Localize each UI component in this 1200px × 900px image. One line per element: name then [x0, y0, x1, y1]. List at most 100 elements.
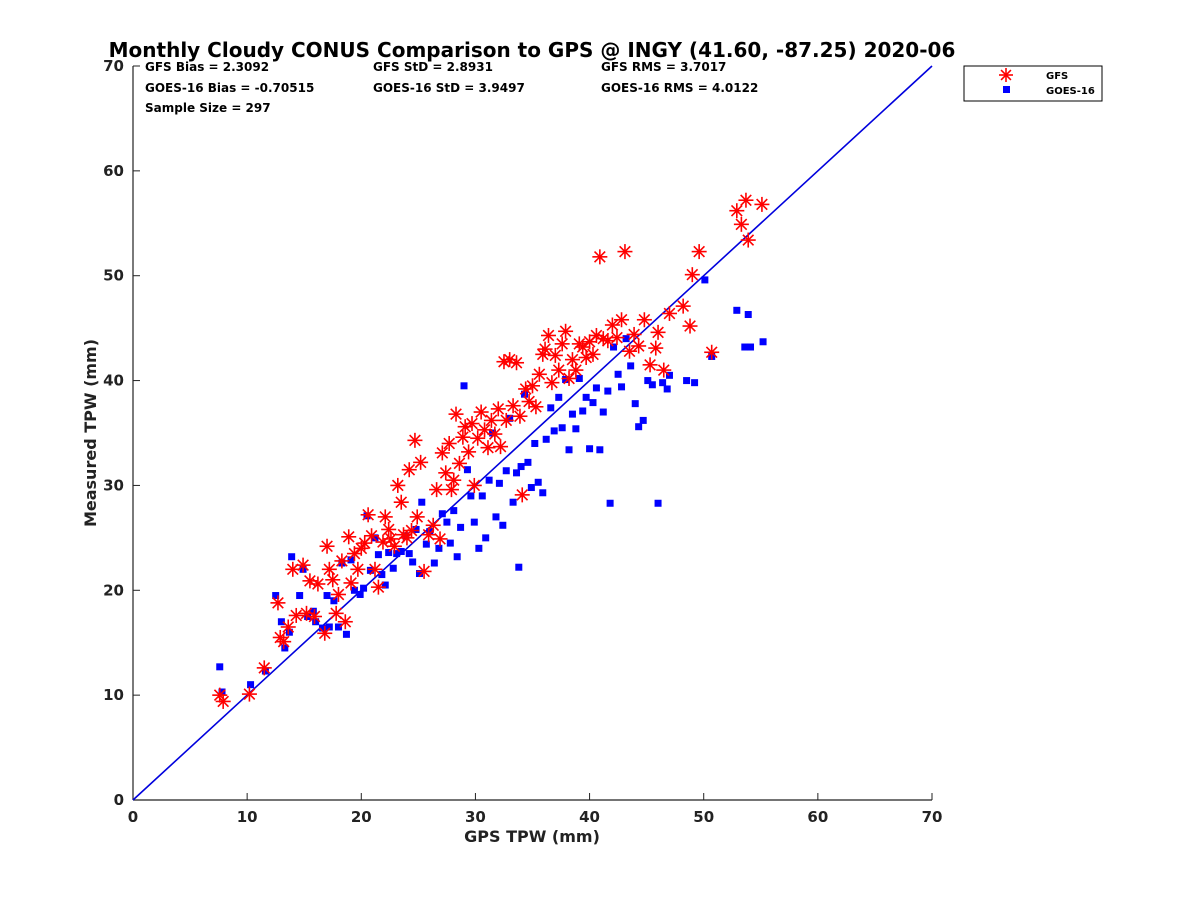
goes16-point	[485, 476, 493, 484]
goes16-point	[261, 667, 269, 675]
goes16-point	[599, 408, 607, 416]
gfs-point	[381, 521, 397, 537]
legend-box	[963, 65, 1103, 102]
goes16-point	[457, 523, 465, 531]
legend-goes-label: GOES-16	[1046, 86, 1095, 97]
gfs-point	[306, 609, 322, 624]
goes16-point	[467, 492, 475, 500]
goes16-point	[542, 435, 550, 443]
goes16-point	[495, 479, 503, 487]
gfs-series	[212, 192, 770, 709]
sample-size: Sample Size = 297	[145, 101, 271, 115]
gfs-std: GFS StD = 2.8931	[373, 60, 493, 74]
gfs-point	[617, 244, 633, 260]
goes16-point	[247, 681, 255, 689]
goes16-point	[475, 544, 483, 552]
gfs-point	[455, 429, 471, 445]
gfs-point	[386, 538, 402, 554]
y-tick-label: 50	[103, 267, 124, 285]
goes16-point	[568, 410, 576, 418]
gfs-point	[564, 352, 580, 368]
y-tick-label: 40	[103, 372, 124, 390]
x-tick-label: 40	[579, 808, 600, 826]
goes16-point	[665, 371, 673, 379]
goes16-point	[509, 498, 517, 506]
gfs-point	[609, 330, 625, 346]
goes16-point	[733, 306, 741, 314]
goes16-point	[418, 498, 426, 506]
gfs-point	[473, 404, 489, 420]
gfs-point	[337, 614, 353, 630]
gfs-point	[446, 472, 462, 488]
goes16-point	[506, 414, 514, 422]
gfs-point	[642, 357, 658, 373]
y-tick-label: 20	[103, 581, 124, 599]
goes16-point	[592, 384, 600, 392]
goes16-point	[635, 423, 643, 431]
goes16-point	[524, 458, 532, 466]
goes16-point	[463, 466, 471, 474]
goes16-point	[450, 507, 458, 515]
gfs-point	[483, 412, 499, 428]
gfs-point	[288, 607, 304, 623]
goes16-point	[499, 521, 507, 529]
goes16-point	[531, 439, 539, 447]
gfs-point	[704, 344, 720, 360]
gfs-point	[505, 398, 521, 414]
goes16-point	[281, 644, 289, 652]
goes16-point	[648, 381, 656, 389]
gfs-point	[626, 326, 642, 342]
goes16-point	[610, 343, 618, 351]
goes16-point	[309, 607, 317, 615]
goes16-point	[639, 416, 647, 424]
gfs-point	[416, 563, 432, 579]
gfs-point	[280, 619, 296, 635]
one-to-one-line	[132, 65, 933, 801]
gfs-point	[650, 324, 666, 340]
y-axis-label: Measured TPW (mm)	[81, 339, 100, 527]
goes16-point	[659, 379, 667, 387]
gfs-point	[509, 355, 525, 371]
gfs-point	[547, 347, 563, 363]
gfs-point	[733, 216, 749, 232]
goes16-point	[443, 518, 451, 526]
gfs-point	[215, 693, 231, 709]
gfs-point	[401, 462, 417, 478]
goes16-point	[741, 343, 749, 351]
gfs-point	[370, 579, 386, 595]
gfs-point	[212, 687, 228, 703]
gfs-bias: GFS Bias = 2.3092	[145, 60, 269, 74]
goes16-point	[366, 566, 374, 574]
x-tick-label: 50	[693, 808, 714, 826]
gfs-point	[561, 370, 577, 386]
gfs-point	[540, 327, 556, 343]
goes16-point	[565, 446, 573, 454]
goes16-point	[663, 385, 671, 393]
goes16-point	[644, 377, 652, 385]
gfs-point	[464, 416, 480, 432]
gfs-point	[558, 323, 574, 339]
gfs-point	[525, 378, 540, 394]
gfs-point	[466, 477, 482, 493]
gfs-point	[490, 401, 506, 417]
goes16-point	[435, 544, 443, 552]
gfs-point	[648, 340, 664, 356]
legend-gfs-asterisk	[999, 68, 1013, 82]
gfs-point	[404, 523, 420, 539]
gfs-point	[413, 454, 429, 470]
gfs-point	[434, 445, 450, 461]
x-tick-label: 30	[465, 808, 486, 826]
goes16-point	[622, 335, 630, 343]
goes16-point	[318, 624, 326, 632]
gfs-point	[740, 232, 756, 248]
gfs-point	[470, 430, 486, 446]
goes16-point	[371, 534, 379, 542]
goes16-point	[614, 370, 622, 378]
gfs-point	[298, 605, 314, 621]
gfs-point	[682, 318, 698, 334]
goes16-point	[422, 540, 430, 548]
gfs-point	[480, 440, 496, 456]
gfs-point	[661, 305, 677, 321]
gfs-rms: GFS RMS = 3.7017	[601, 60, 726, 74]
